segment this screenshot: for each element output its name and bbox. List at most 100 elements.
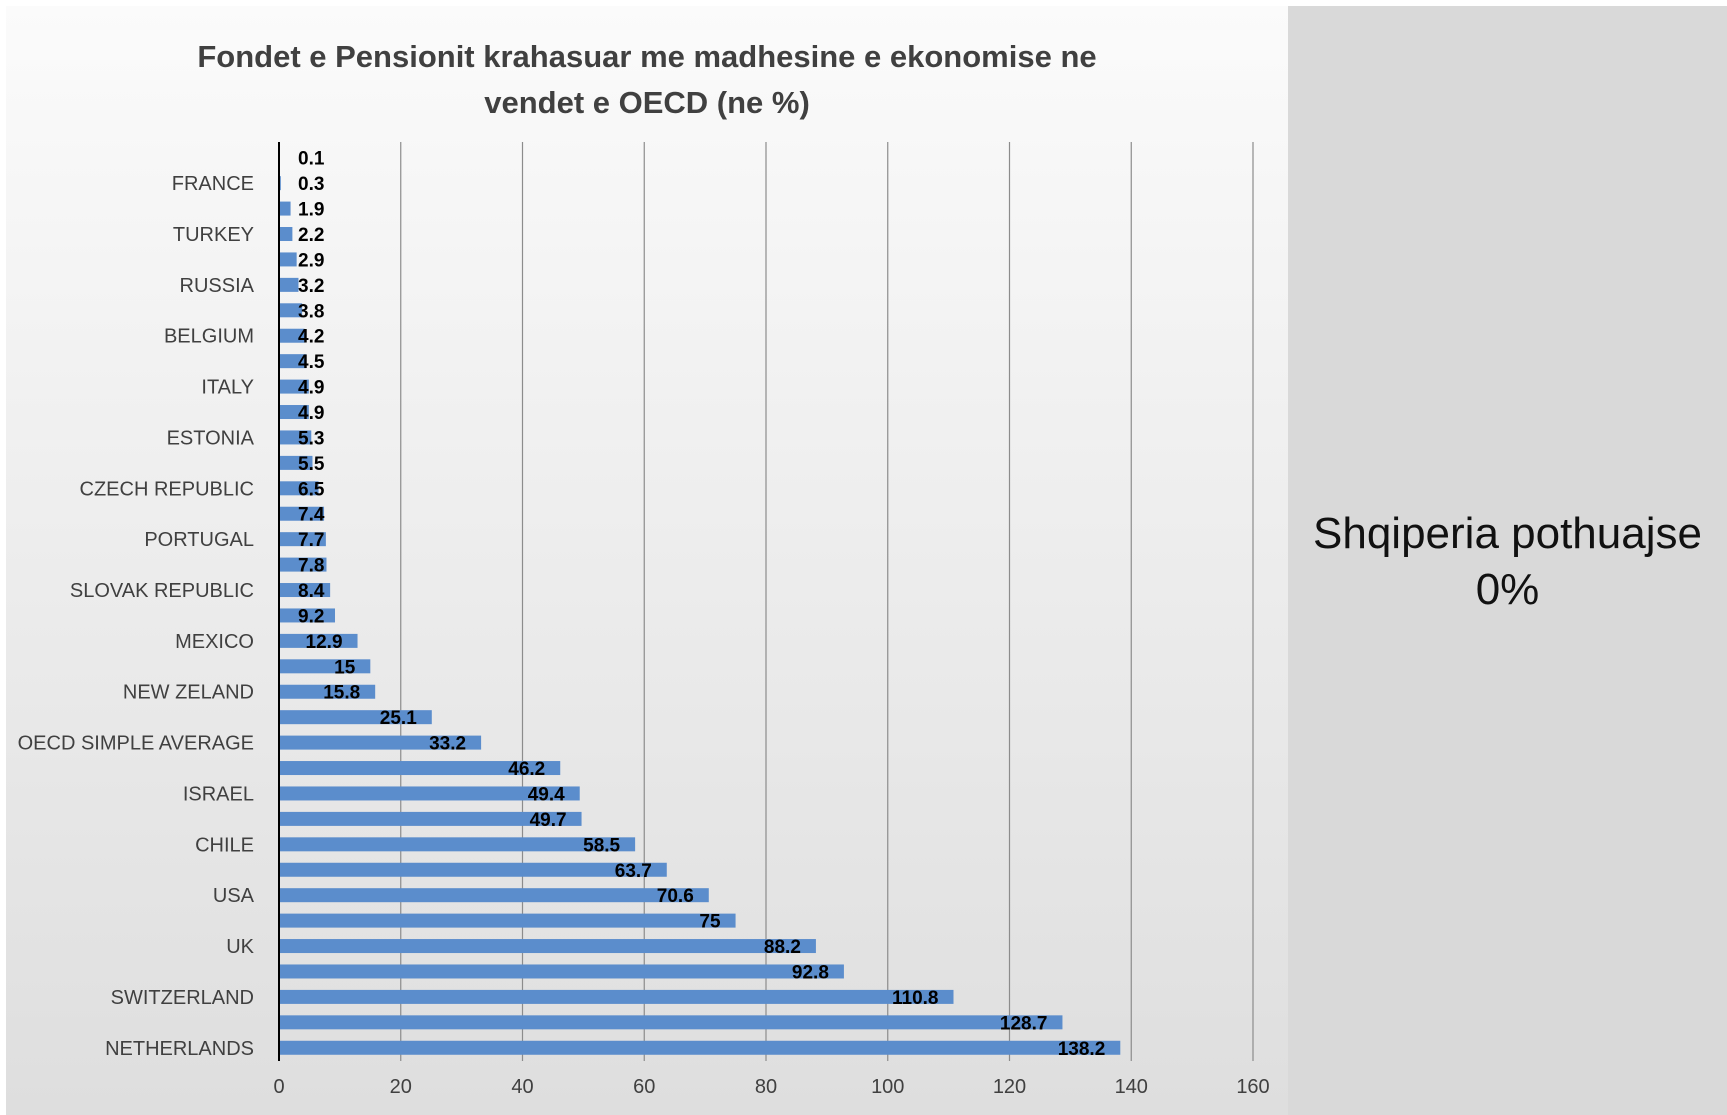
data-label: 88.2 <box>764 937 801 958</box>
bar <box>279 862 667 877</box>
bar <box>279 252 297 267</box>
bar <box>279 811 582 826</box>
category-label: CHILE <box>195 834 254 856</box>
bar <box>279 379 309 394</box>
data-label: 2.2 <box>298 225 324 246</box>
bar-chart: 0 20 40 60 80 100 120 140 160 0.1 0.3 FRANCE 1.9 2.2 T… <box>18 142 1270 1098</box>
bar <box>279 608 336 623</box>
category-label: NETHERLANDS <box>105 1038 254 1060</box>
category-label: RUSSIA <box>180 275 255 297</box>
bar <box>279 735 482 750</box>
data-label: 4.9 <box>298 378 324 399</box>
data-label: 58.5 <box>583 835 620 856</box>
bar <box>279 1015 1063 1030</box>
bar <box>279 939 816 954</box>
side-panel: Shqiperia pothuajse 0% <box>1288 6 1727 1115</box>
side-note-line-2: 0% <box>1475 565 1540 614</box>
category-label: ITALY <box>201 377 254 399</box>
x-tick-label: 40 <box>511 1076 533 1098</box>
data-label: 63.7 <box>615 861 652 882</box>
bar <box>279 583 331 598</box>
data-label: 15 <box>334 657 356 678</box>
data-label: 15.8 <box>323 683 360 704</box>
bar <box>279 837 636 852</box>
bar <box>279 659 371 674</box>
data-label: 25.1 <box>380 708 417 729</box>
bar <box>279 354 307 369</box>
x-tick-label: 60 <box>633 1076 655 1098</box>
data-label: 33.2 <box>429 734 466 755</box>
category-label: SLOVAK REPUBLIC <box>70 580 254 602</box>
data-label: 70.6 <box>657 886 694 907</box>
bar <box>279 557 327 572</box>
category-label: ISRAEL <box>183 783 254 805</box>
side-note-line-1: Shqiperia pothuajse <box>1313 509 1702 558</box>
bar <box>279 227 293 242</box>
data-label: 3.8 <box>298 301 324 322</box>
bar <box>279 1040 1121 1055</box>
chart-title-line-2: vendet e OECD (ne %) <box>484 85 810 120</box>
data-label: 49.4 <box>528 784 565 805</box>
data-label: 5.5 <box>298 454 325 475</box>
category-label: SWITZERLAND <box>111 987 254 1009</box>
side-note: Shqiperia pothuajse 0% <box>1288 506 1727 618</box>
x-tick-label: 160 <box>1236 1076 1269 1098</box>
category-label: FRANCE <box>172 173 254 195</box>
data-label: 7.8 <box>298 556 324 577</box>
bar <box>279 481 319 496</box>
data-label: 9.2 <box>298 606 324 627</box>
bar <box>279 684 376 699</box>
category-label: UK <box>226 936 254 958</box>
category-label: NEW ZELAND <box>123 682 254 704</box>
x-tick-label: 80 <box>755 1076 777 1098</box>
data-label: 92.8 <box>792 962 829 983</box>
data-label: 49.7 <box>530 810 567 831</box>
chart-panel: Fondet e Pensionit krahasuar me madhesin… <box>6 6 1288 1115</box>
data-label: 12.9 <box>306 632 343 653</box>
data-label: 6.5 <box>298 479 325 500</box>
bar <box>279 913 736 928</box>
category-label: BELGIUM <box>164 326 254 348</box>
bar <box>279 532 326 547</box>
category-label: PORTUGAL <box>144 529 254 551</box>
chart-title: Fondet e Pensionit krahasuar me madhesin… <box>6 34 1288 126</box>
data-label: 138.2 <box>1058 1039 1106 1060</box>
bar <box>279 201 291 216</box>
category-label: USA <box>213 885 255 907</box>
data-label: 1.9 <box>298 200 324 221</box>
category-label: OECD SIMPLE AVERAGE <box>18 733 254 755</box>
data-label: 0.1 <box>298 149 325 170</box>
data-label: 4.9 <box>298 403 324 424</box>
bar <box>279 633 358 648</box>
data-label: 4.2 <box>298 327 324 348</box>
bar <box>279 888 709 903</box>
data-label: 7.7 <box>298 530 324 551</box>
category-label: TURKEY <box>173 224 254 246</box>
data-label: 7.4 <box>298 505 325 526</box>
x-tick-label: 120 <box>993 1076 1026 1098</box>
bar <box>279 277 299 292</box>
category-label: CZECH REPUBLIC <box>80 478 254 500</box>
chart-title-line-1: Fondet e Pensionit krahasuar me madhesin… <box>197 39 1097 74</box>
data-label: 128.7 <box>1000 1013 1048 1034</box>
bar <box>279 303 303 318</box>
data-label: 5.3 <box>298 428 324 449</box>
bar <box>279 430 312 445</box>
data-label: 2.9 <box>298 250 324 271</box>
data-label: 75 <box>699 912 721 933</box>
bar <box>279 405 309 420</box>
x-tick-label: 0 <box>273 1076 284 1098</box>
bar <box>279 506 325 521</box>
data-label: 110.8 <box>892 988 939 1009</box>
bar <box>279 455 313 470</box>
data-label: 4.5 <box>298 352 325 373</box>
data-label: 8.4 <box>298 581 325 602</box>
bar <box>279 964 844 979</box>
data-label: 46.2 <box>508 759 545 780</box>
category-label: ESTONIA <box>167 427 255 449</box>
bar <box>279 761 561 776</box>
data-label: 0.3 <box>298 174 324 195</box>
x-tick-label: 140 <box>1115 1076 1148 1098</box>
x-tick-label: 20 <box>390 1076 412 1098</box>
bar <box>279 710 432 725</box>
